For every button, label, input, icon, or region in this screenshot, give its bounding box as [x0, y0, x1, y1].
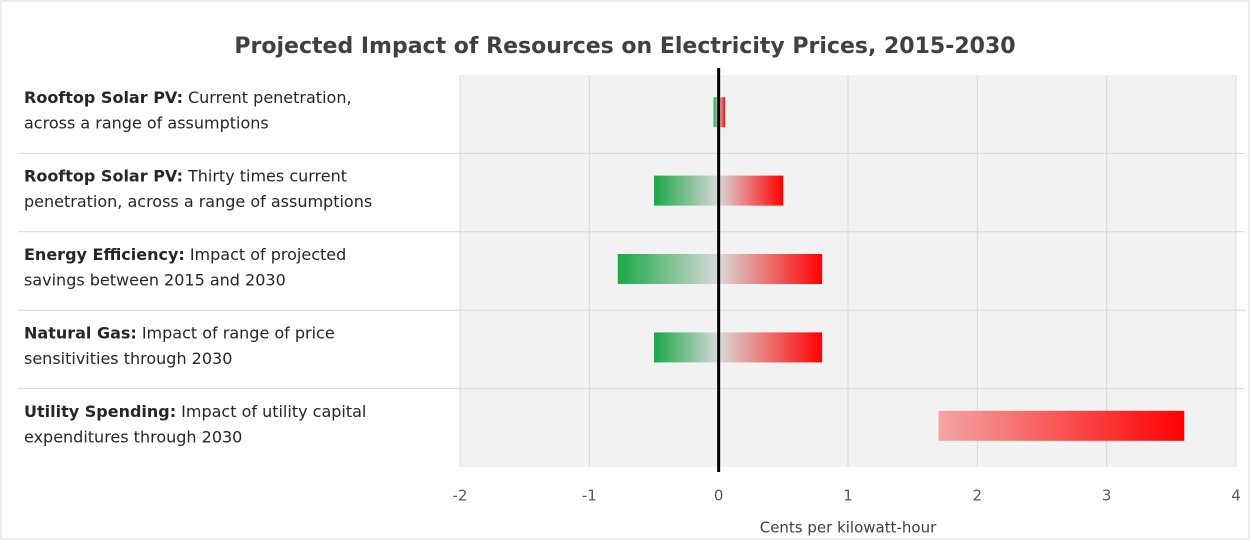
category-description: savings between 2015 and 2030 [24, 271, 286, 290]
category-label: Natural Gas: Impact of range of price [24, 323, 335, 342]
bar-high [718, 254, 823, 284]
bar-low [617, 254, 719, 284]
x-tick-label: 4 [1231, 487, 1241, 505]
bar [938, 410, 1185, 441]
x-tick-label: -1 [582, 487, 597, 505]
category-description: across a range of assumptions [24, 114, 269, 133]
category-description: Thirty times current [187, 166, 347, 185]
x-tick-label: -2 [453, 487, 468, 505]
category-name: Energy Efficiency: [24, 245, 185, 264]
x-tick-label: 0 [714, 487, 724, 505]
category-description: Impact of range of price [142, 323, 335, 342]
category-label: Utility Spending: Impact of utility capit… [24, 401, 366, 420]
bar-low [713, 97, 719, 128]
bar-high [718, 175, 784, 206]
category-description: sensitivities through 2030 [24, 349, 232, 368]
x-tick-label: 2 [973, 487, 983, 505]
category-description: Impact of projected [190, 245, 346, 264]
category-description: Impact of utility capital [181, 401, 366, 420]
bar-low [654, 175, 719, 206]
bar-high [718, 332, 823, 363]
category-name: Rooftop Solar PV: [24, 88, 183, 107]
x-tick-label: 1 [843, 487, 853, 505]
x-axis-label: Cents per kilowatt-hour [760, 519, 937, 537]
category-name: Utility Spending: [24, 401, 176, 420]
category-name: Rooftop Solar PV: [24, 166, 183, 185]
bar-high [718, 97, 726, 128]
chart-title: Projected Impact of Resources on Electri… [234, 34, 1015, 59]
category-name: Natural Gas: [24, 323, 137, 342]
category-label: Rooftop Solar PV: Thirty times current [24, 166, 347, 185]
category-label: Rooftop Solar PV: Current penetration, [24, 88, 352, 107]
category-description: Current penetration, [188, 88, 352, 107]
category-description: penetration, across a range of assumptio… [24, 192, 372, 211]
x-tick-label: 3 [1102, 487, 1112, 505]
category-label: Energy Efficiency: Impact of projected [24, 245, 346, 264]
bar-low [654, 332, 719, 363]
category-description: expenditures through 2030 [24, 427, 242, 446]
